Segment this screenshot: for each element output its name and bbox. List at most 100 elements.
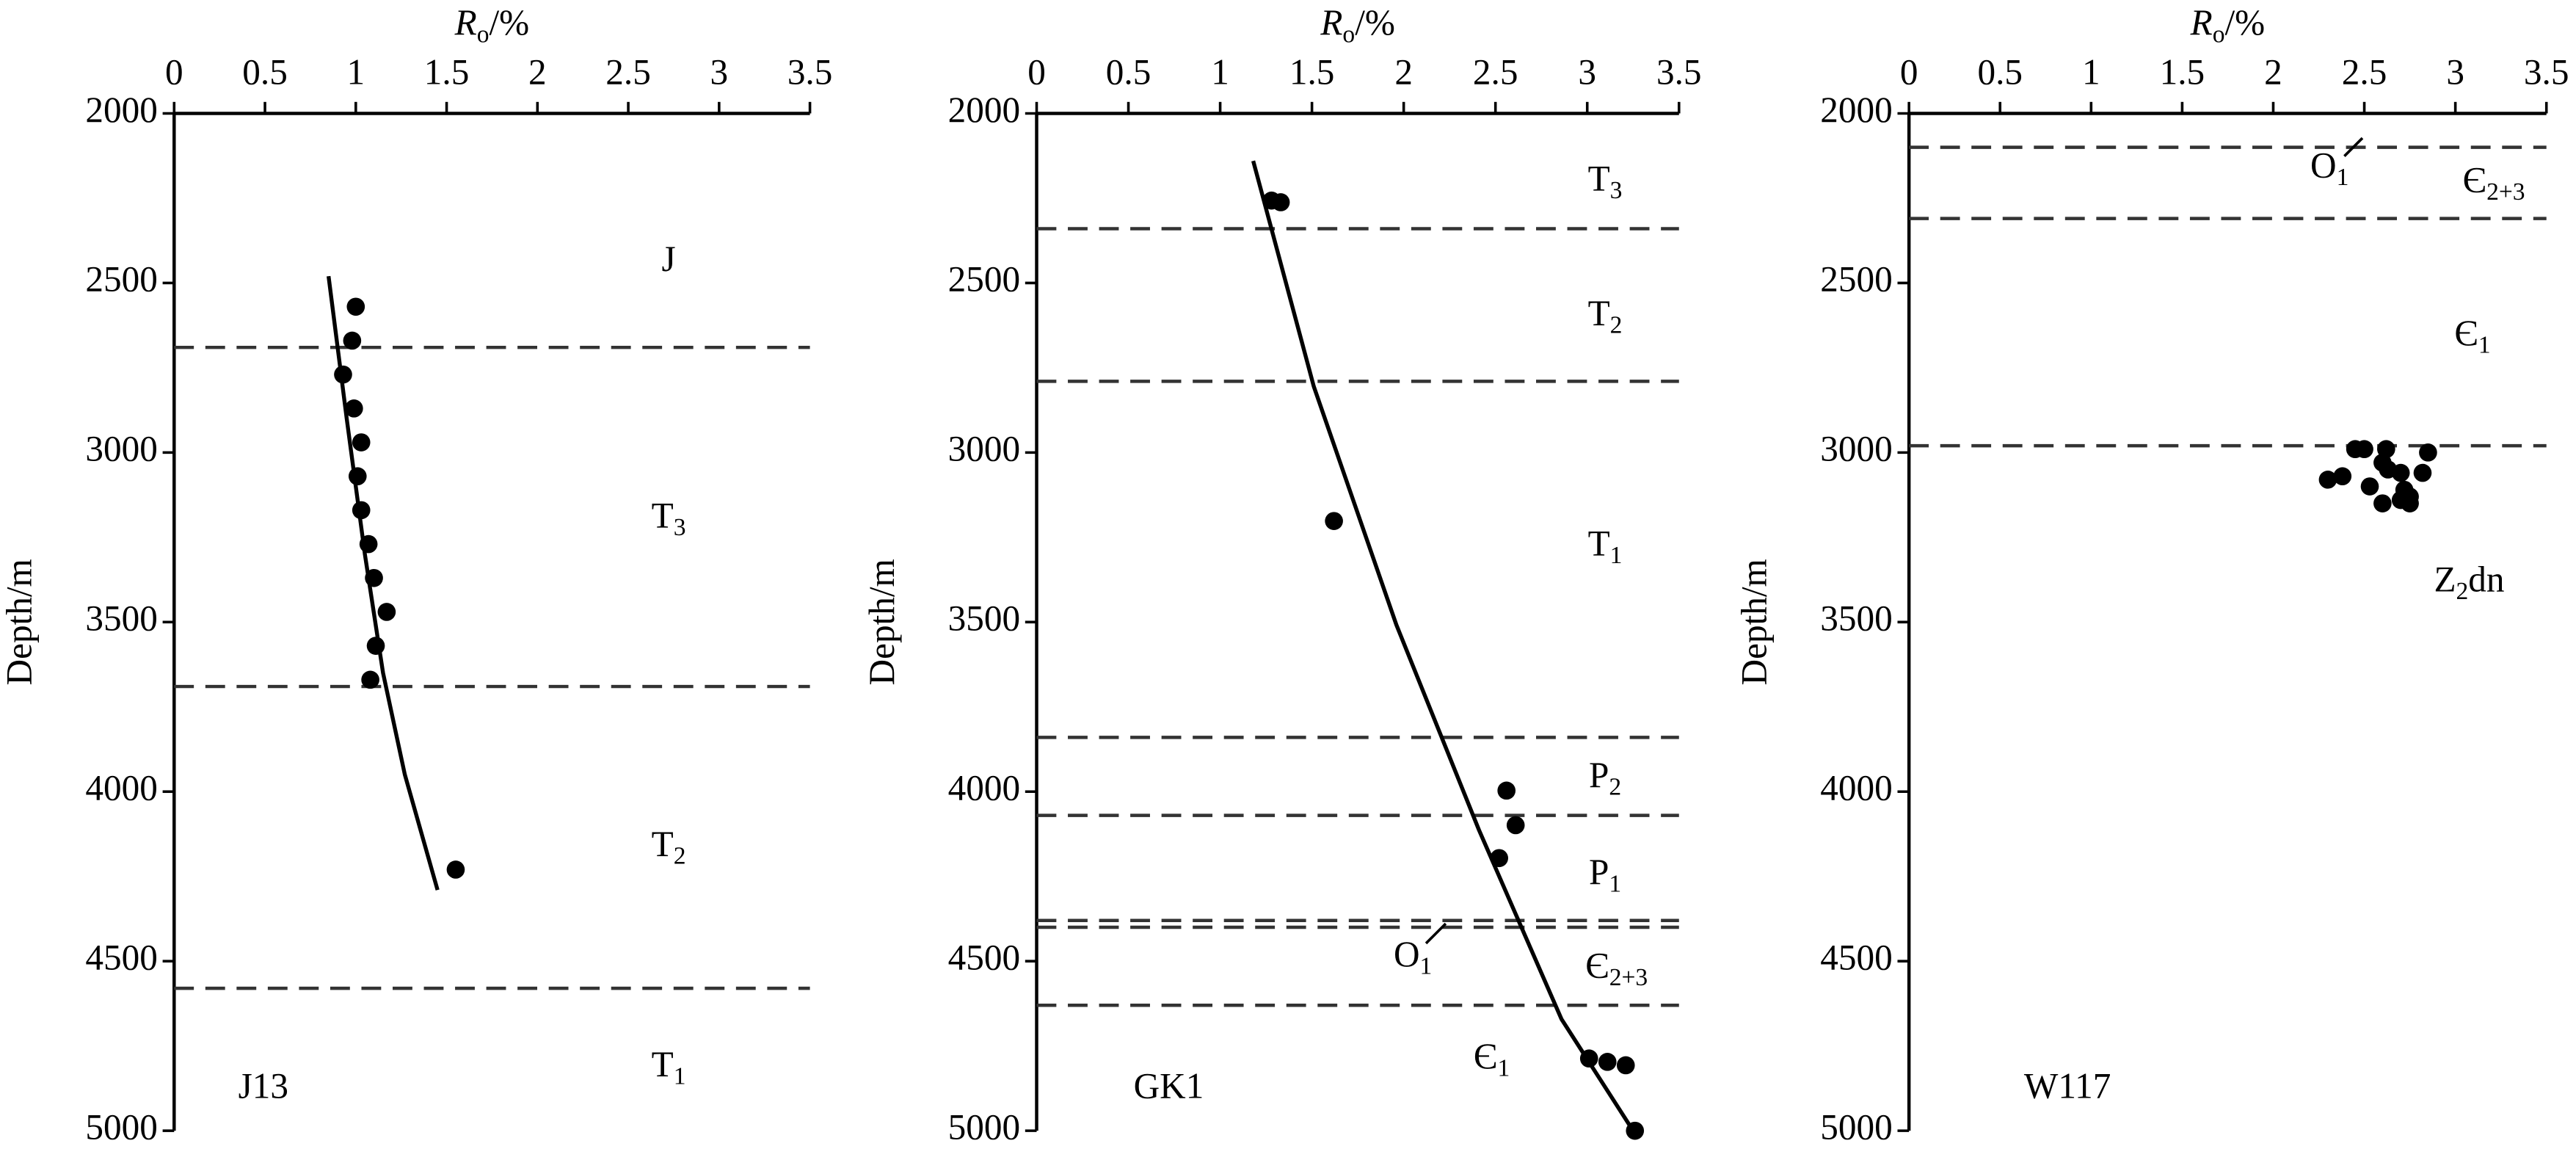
data-point: [446, 860, 465, 879]
x-tick-label: 3.5: [2524, 51, 2569, 92]
data-point: [1598, 1053, 1617, 1071]
x-tick-label: 3.5: [1656, 51, 1702, 92]
data-point: [377, 603, 396, 621]
y-tick-label: 3000: [1820, 429, 1892, 469]
y-tick-label: 2500: [1820, 259, 1892, 300]
stratum-label-part: P: [1589, 755, 1609, 795]
x-tick-label: 0.5: [242, 51, 288, 92]
y-tick-label: 2500: [85, 259, 157, 300]
y-tick-label: 4500: [85, 937, 157, 977]
data-point: [2318, 471, 2337, 489]
y-axis-label: Depth/m: [862, 559, 902, 685]
data-point: [2377, 440, 2395, 459]
stratum-label: Є2+3: [2463, 160, 2525, 206]
stratum-label-part: 1: [1609, 870, 1621, 897]
y-tick-label: 4000: [948, 768, 1020, 808]
y-axis-label: Depth/m: [1734, 559, 1775, 685]
y-tick-label: 2500: [948, 259, 1020, 300]
stratum-label-part: 1: [674, 1062, 686, 1090]
x-axis-label-part: o: [1342, 21, 1355, 48]
stratum-label: P2: [1589, 755, 1621, 800]
stratum-label-part: 2: [1609, 773, 1621, 800]
stratum-label-part: 2: [674, 842, 686, 869]
stratum-label: Є2+3: [1585, 946, 1648, 991]
stratum-label-part: 1: [1420, 952, 1433, 979]
x-tick-label: 2.5: [605, 51, 651, 92]
x-tick-label: 1: [2082, 51, 2100, 92]
x-tick-label: 2: [528, 51, 547, 92]
x-tick-label: 1.5: [1289, 51, 1335, 92]
x-tick-label: 1: [346, 51, 365, 92]
stratum-label: P1: [1589, 852, 1621, 897]
stratum-label-part: T: [652, 824, 674, 864]
x-tick-label: 0.5: [1977, 51, 2023, 92]
stratum-label-part: 2: [2456, 578, 2469, 605]
x-axis-label-part: o: [2213, 21, 2225, 48]
stratum-label-part: P: [1589, 852, 1609, 892]
stratum-label: T2: [652, 824, 686, 869]
leader-line: [1425, 922, 1447, 945]
x-tick-label: 2.5: [2342, 51, 2387, 92]
stratum-label-part: Є: [1585, 946, 1609, 986]
data-point: [334, 365, 352, 384]
stratum-label-part: 1: [2478, 331, 2491, 358]
stratum-label: T3: [652, 496, 686, 541]
leader-line: [2343, 137, 2364, 157]
x-tick-label: 2: [1394, 51, 1413, 92]
x-tick-label: 0: [1027, 51, 1046, 92]
x-axis-label-part: /%: [490, 2, 530, 43]
stratum-label-part: O: [1394, 934, 1420, 974]
well-name: J13: [239, 1065, 288, 1106]
stratum-label-part: T: [652, 1044, 674, 1084]
data-point: [1506, 816, 1525, 835]
y-tick-label: 3500: [948, 598, 1020, 639]
data-point: [1271, 193, 1290, 211]
x-axis-label: Ro/%: [2190, 2, 2266, 48]
stratum-label-part: Є: [1474, 1036, 1498, 1076]
data-point: [1497, 781, 1516, 800]
data-point: [2360, 477, 2379, 496]
stratum-label: T1: [652, 1044, 686, 1090]
y-tick-label: 3000: [85, 429, 157, 469]
data-point: [1490, 849, 1509, 868]
data-point: [1616, 1056, 1635, 1075]
data-point: [366, 637, 385, 655]
stratum-label-part: 3: [1610, 177, 1623, 204]
x-tick-label: 1.5: [2160, 51, 2205, 92]
x-axis-label: Ro/%: [1320, 2, 1395, 48]
stratum-label: T2: [1588, 293, 1623, 338]
trend-curve: [327, 275, 440, 891]
stratum-label: O1: [1394, 934, 1432, 979]
stratum-label: Z2dn: [2434, 559, 2504, 605]
stratum-label-part: Z: [2434, 559, 2456, 600]
x-axis-label-part: /%: [2225, 2, 2266, 43]
y-tick-label: 4500: [1820, 937, 1892, 977]
stratum-label: T3: [1588, 159, 1623, 204]
data-point: [346, 297, 365, 316]
data-point: [2373, 494, 2392, 512]
data-point: [352, 501, 371, 520]
stratum-label-part: 1: [1610, 542, 1623, 569]
x-tick-label: 0: [165, 51, 183, 92]
x-tick-label: 3: [2446, 51, 2464, 92]
stratum-label-part: 2+3: [2486, 178, 2525, 206]
stratum-label-part: 2+3: [1609, 964, 1648, 991]
x-axis-label-part: o: [477, 21, 490, 48]
stratum-label: Є1: [1474, 1036, 1510, 1081]
y-tick-label: 2000: [948, 90, 1020, 130]
x-axis-label-part: R: [2190, 2, 2213, 43]
y-tick-label: 3500: [85, 598, 157, 639]
well-name: GK1: [1134, 1065, 1204, 1106]
data-point: [345, 399, 363, 418]
y-tick-label: 3500: [1820, 598, 1892, 639]
stratum-label-part: 3: [674, 514, 686, 541]
y-tick-label: 4500: [948, 937, 1020, 977]
y-tick-label: 4000: [1820, 768, 1892, 808]
stratum-label-part: O: [2310, 145, 2337, 186]
y-tick-label: 3000: [948, 429, 1020, 469]
stratum-label-part: T: [652, 496, 674, 536]
y-tick-label: 5000: [1820, 1106, 1892, 1147]
data-point: [348, 467, 367, 486]
y-tick-label: 5000: [948, 1106, 1020, 1147]
